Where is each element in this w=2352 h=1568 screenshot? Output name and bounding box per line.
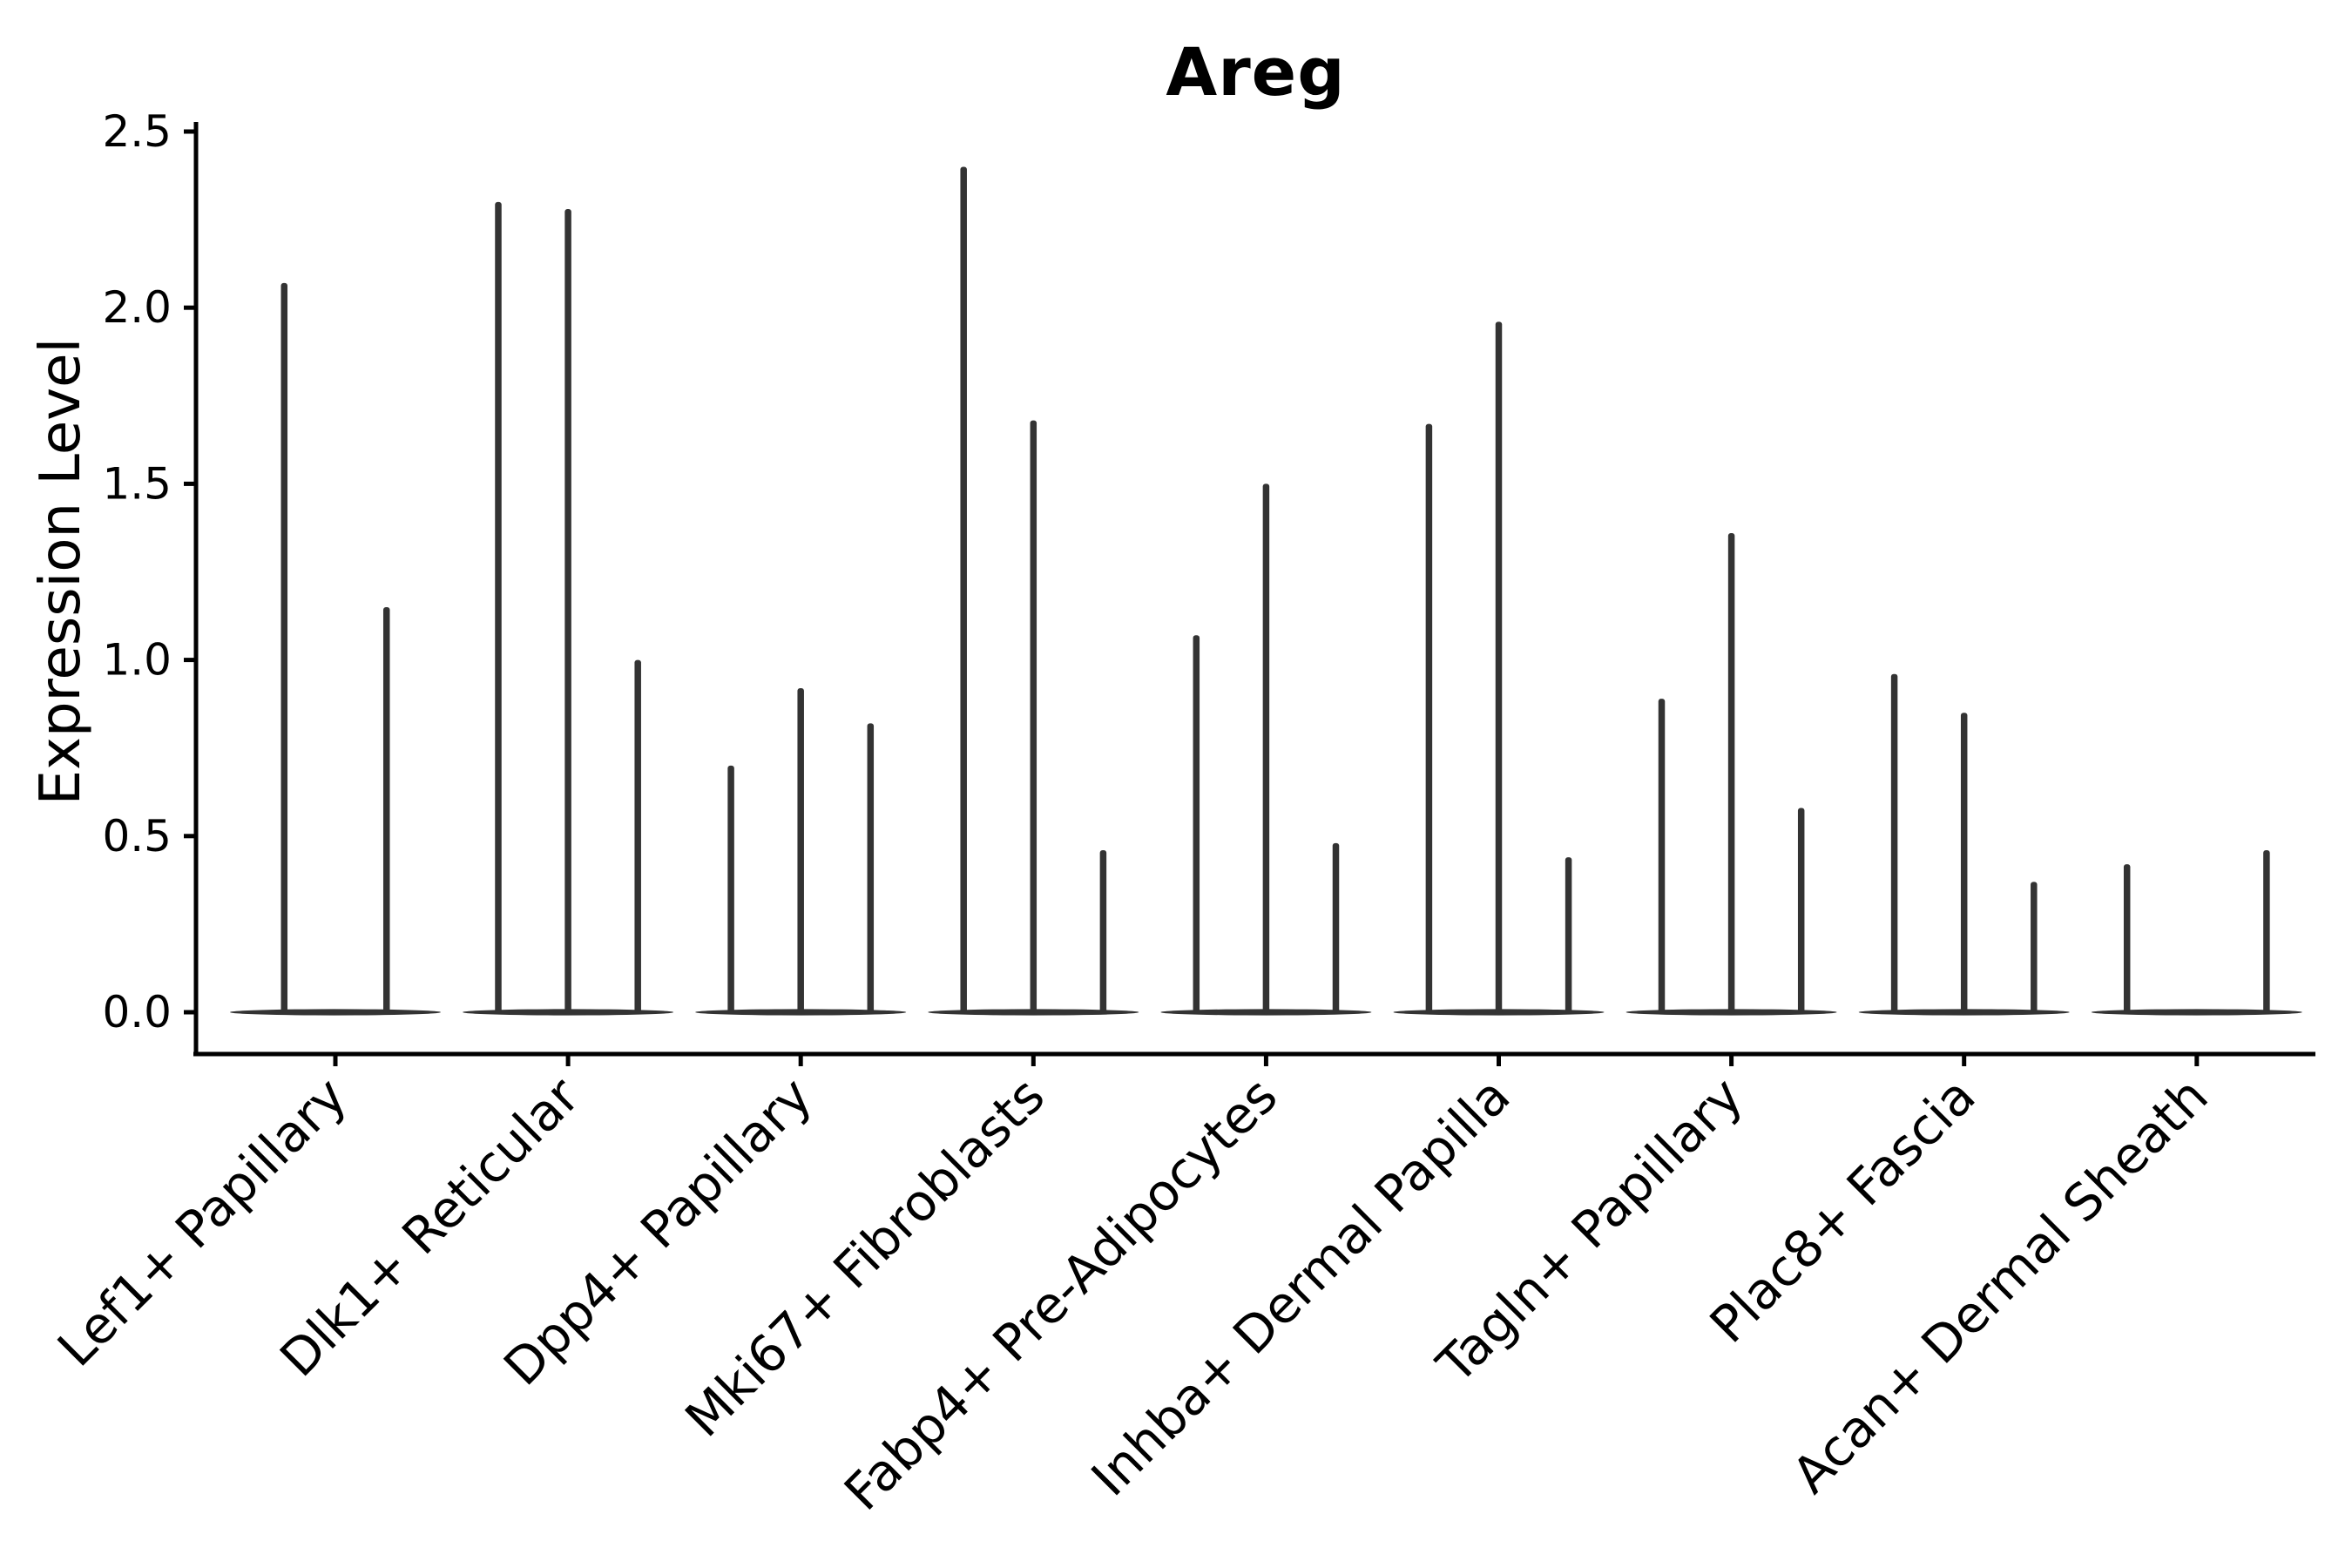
- violin-spike: [1193, 635, 1200, 1014]
- violin-spike: [1658, 699, 1666, 1014]
- violin-spike: [960, 166, 967, 1014]
- x-tick-label: Fabp4+ Pre-Adipocytes: [833, 1066, 1288, 1522]
- violin-group: [695, 687, 907, 1016]
- violin-baseline: [2091, 1009, 2302, 1016]
- violin-group: [2091, 849, 2302, 1016]
- chart-title: Areg: [1166, 33, 1346, 111]
- violin-spike: [1797, 808, 1805, 1014]
- violin-spike: [2123, 864, 2131, 1014]
- violin-spike: [797, 687, 804, 1014]
- violin-group: [928, 166, 1139, 1016]
- violin-group: [1393, 321, 1605, 1016]
- violin-spike: [1890, 673, 1898, 1014]
- violin-spike: [1565, 857, 1572, 1014]
- violin-group: [1160, 483, 1372, 1016]
- y-tick-label: 1.0: [102, 635, 172, 686]
- axes-spines: [193, 122, 2315, 1057]
- y-tick-label: 2.0: [102, 282, 172, 333]
- violin-baseline: [230, 1009, 441, 1016]
- violin-spike: [634, 659, 641, 1014]
- violin-spike: [564, 208, 571, 1014]
- violin-spike: [867, 723, 875, 1014]
- violin-group: [463, 201, 674, 1016]
- violin-spike: [727, 765, 734, 1014]
- violin-spike: [382, 606, 390, 1014]
- y-tick-label: 0.5: [102, 811, 172, 862]
- violin-spike: [2031, 882, 2038, 1014]
- violin-spike: [280, 282, 288, 1015]
- violin-spike: [1960, 713, 1968, 1014]
- violin-group: [1858, 673, 2070, 1016]
- y-tick-label: 2.5: [102, 106, 172, 157]
- violin-spike: [2263, 849, 2270, 1014]
- violin-spike: [1099, 849, 1107, 1014]
- violin-spike: [1495, 321, 1503, 1015]
- violin-spike: [1030, 420, 1037, 1014]
- y-tick-label: 0.0: [102, 987, 172, 1037]
- x-tick-label: Inhba+ Dermal Papilla: [1080, 1066, 1522, 1508]
- violin-spike: [495, 201, 502, 1014]
- x-tick-label: Acan+ Dermal Sheath: [1781, 1066, 2219, 1504]
- violins: [230, 166, 2302, 1016]
- violin-spike: [1262, 483, 1270, 1014]
- y-axis-ticks: 0.0 0.5 1.0 1.5 2.0 2.5: [102, 106, 196, 1037]
- violin-group: [230, 282, 441, 1016]
- y-tick-label: 1.5: [102, 458, 172, 509]
- violin-spike: [1727, 533, 1735, 1014]
- violin-spike: [1332, 842, 1340, 1014]
- violin-spike: [1425, 423, 1433, 1015]
- violin-group: [1625, 533, 1837, 1016]
